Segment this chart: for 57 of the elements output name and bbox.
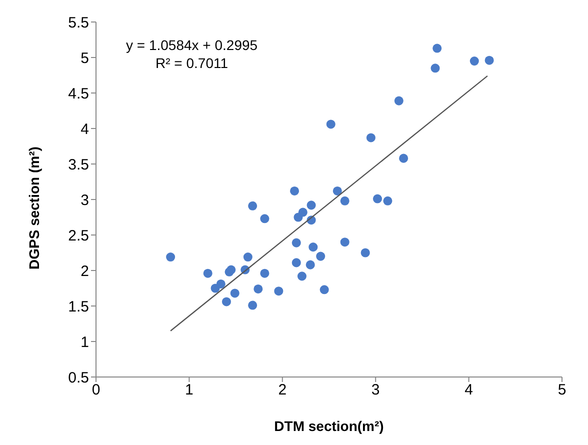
y-tick-label: 5.5 bbox=[68, 14, 89, 32]
point bbox=[292, 258, 301, 268]
point bbox=[399, 154, 408, 163]
point bbox=[360, 248, 370, 258]
y-tick-label: 1 bbox=[80, 334, 89, 351]
point bbox=[484, 56, 494, 65]
point bbox=[290, 186, 300, 196]
point bbox=[470, 56, 479, 66]
x-tick-label: 4 bbox=[464, 382, 473, 399]
y-tick-label: 2 bbox=[80, 262, 89, 280]
y-tick-label: 5 bbox=[80, 50, 89, 67]
point bbox=[306, 260, 315, 270]
x-tick-label: 0 bbox=[92, 382, 100, 399]
x-axis-title: DTM section(m²) bbox=[274, 418, 384, 434]
point bbox=[203, 268, 212, 278]
y-tick-label: 2.5 bbox=[68, 227, 89, 244]
point bbox=[243, 252, 252, 262]
point bbox=[366, 133, 376, 142]
point bbox=[248, 300, 258, 310]
y-tick-label: 4.5 bbox=[68, 85, 89, 102]
y-axis-title: DGPS section (m²) bbox=[26, 146, 42, 270]
point bbox=[340, 196, 350, 206]
point bbox=[260, 268, 270, 278]
y-tick-label: 3.5 bbox=[68, 156, 89, 174]
point bbox=[430, 64, 440, 73]
point bbox=[383, 196, 392, 206]
point bbox=[222, 297, 231, 306]
point bbox=[394, 96, 404, 106]
y-tick-label: 4 bbox=[80, 120, 89, 138]
x-tick-label: 5 bbox=[558, 382, 566, 399]
x-tick-label: 1 bbox=[185, 382, 194, 399]
point bbox=[260, 214, 270, 224]
point bbox=[316, 252, 326, 261]
point bbox=[274, 286, 284, 296]
point bbox=[320, 285, 329, 294]
point bbox=[297, 272, 306, 281]
y-tick-label: 3 bbox=[80, 192, 89, 209]
point bbox=[308, 242, 318, 252]
x-tick-label: 2 bbox=[278, 382, 287, 399]
point bbox=[166, 252, 176, 262]
point bbox=[372, 194, 382, 204]
point bbox=[306, 200, 316, 210]
point bbox=[254, 284, 263, 294]
point bbox=[230, 288, 240, 298]
y-tick-label: 1.5 bbox=[68, 298, 89, 316]
point bbox=[326, 120, 336, 129]
point bbox=[298, 208, 308, 217]
annotation: y = 1.0584x + 0.2995 bbox=[126, 36, 258, 54]
point bbox=[248, 201, 258, 210]
point bbox=[292, 238, 301, 248]
x-tick-label: 3 bbox=[371, 382, 380, 399]
point bbox=[216, 279, 226, 288]
annotation: R² = 0.7011 bbox=[154, 54, 230, 72]
y-tick-label: 0.5 bbox=[68, 369, 89, 386]
point bbox=[332, 186, 342, 196]
point bbox=[432, 44, 442, 53]
point bbox=[340, 238, 350, 247]
